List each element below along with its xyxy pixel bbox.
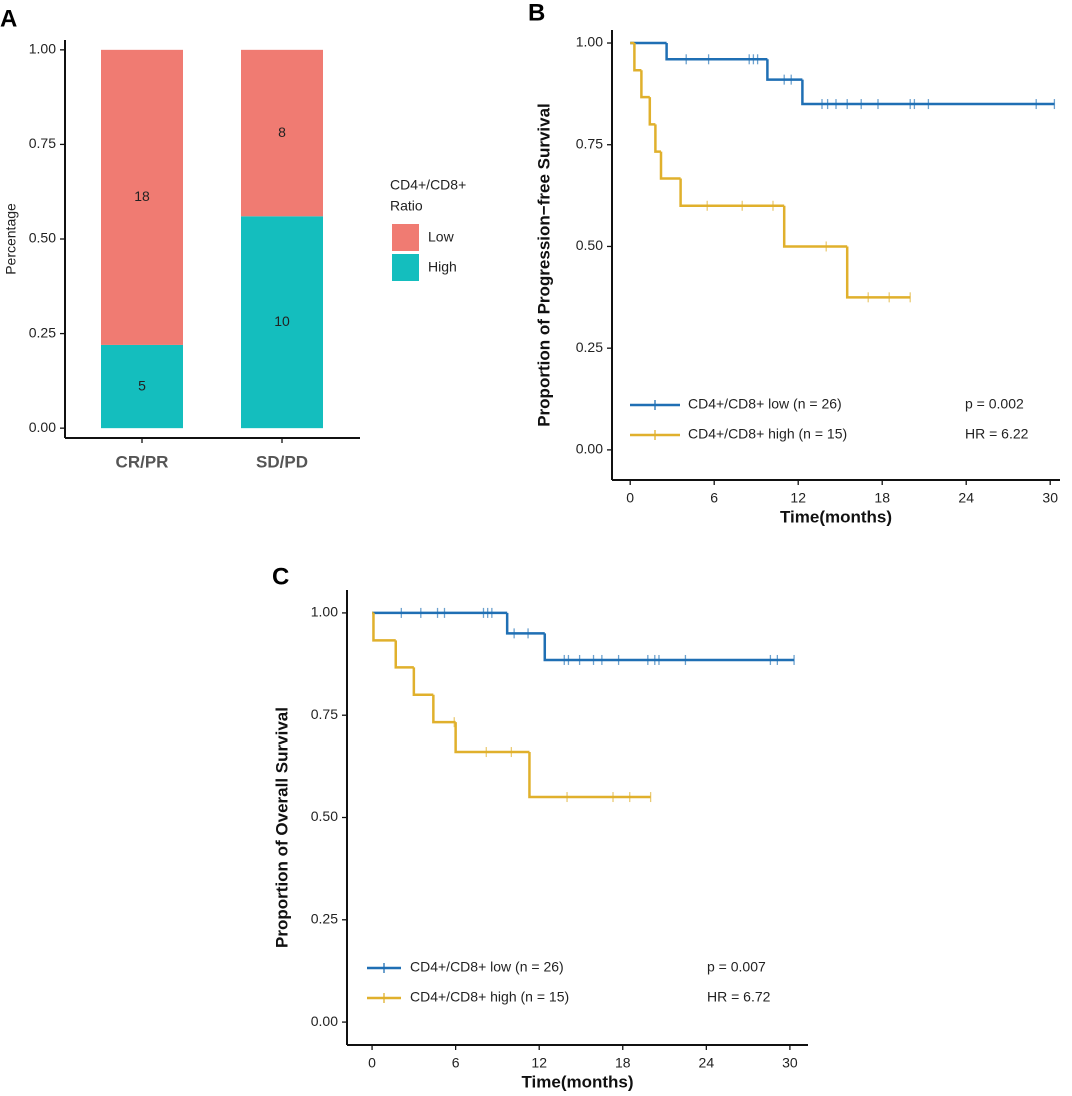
x-tick-label: 24 bbox=[699, 1055, 715, 1071]
count-label: 10 bbox=[274, 313, 290, 329]
survival-step bbox=[654, 124, 661, 153]
x-tick-label: 6 bbox=[710, 490, 718, 506]
survival-step bbox=[372, 612, 396, 642]
x-tick-label: SD/PD bbox=[256, 452, 308, 471]
survival-step bbox=[505, 612, 545, 635]
bar-segment bbox=[241, 49, 323, 217]
survival-step bbox=[633, 43, 642, 72]
survival-step bbox=[782, 205, 848, 248]
count-label: 18 bbox=[134, 188, 150, 204]
annotation: p = 0.007 bbox=[707, 959, 766, 975]
y-axis-label: Proportion of Overall Survival bbox=[272, 707, 291, 948]
x-tick-label: 12 bbox=[531, 1055, 547, 1071]
y-tick-label: 0.25 bbox=[311, 910, 338, 926]
survival-step bbox=[412, 667, 434, 696]
legend-swatch bbox=[392, 254, 419, 281]
y-tick-label: 0.00 bbox=[576, 441, 603, 457]
survival-step bbox=[801, 79, 1055, 106]
x-tick-label: 24 bbox=[958, 490, 974, 506]
legend-title: CD4+/CD8+ bbox=[390, 177, 466, 193]
x-tick-label: CR/PR bbox=[116, 452, 169, 471]
survival-step bbox=[528, 752, 651, 799]
x-tick-label: 30 bbox=[1042, 490, 1058, 506]
y-tick-label: 1.00 bbox=[311, 604, 338, 620]
legend-label: CD4+/CD8+ high (n = 15) bbox=[410, 989, 569, 1005]
survival-step bbox=[640, 70, 650, 99]
x-tick-label: 18 bbox=[615, 1055, 631, 1071]
annotation: HR = 6.22 bbox=[965, 426, 1029, 442]
y-axis-label: Percentage bbox=[3, 203, 19, 275]
survival-step bbox=[766, 59, 803, 81]
bar-segment bbox=[101, 344, 183, 429]
survival-step bbox=[665, 43, 768, 61]
legend-label: Low bbox=[428, 229, 455, 245]
legend-title: Ratio bbox=[390, 198, 423, 214]
y-tick-label: 1.00 bbox=[29, 41, 56, 57]
survival-step bbox=[648, 97, 656, 126]
panel-label: A bbox=[0, 5, 17, 32]
x-axis-label: Time(months) bbox=[521, 1072, 633, 1091]
y-tick-label: 0.25 bbox=[29, 324, 56, 340]
legend-label: CD4+/CD8+ low (n = 26) bbox=[688, 396, 842, 412]
panel-label: B bbox=[528, 0, 545, 26]
y-tick-label: 0.00 bbox=[311, 1013, 338, 1029]
y-tick-label: 0.75 bbox=[311, 706, 338, 722]
count-label: 5 bbox=[138, 377, 146, 393]
legend-label: High bbox=[428, 259, 457, 275]
x-tick-label: 6 bbox=[452, 1055, 460, 1071]
y-tick-label: 0.50 bbox=[29, 230, 56, 246]
legend-label: CD4+/CD8+ high (n = 15) bbox=[688, 426, 847, 442]
y-tick-label: 0.75 bbox=[576, 135, 603, 151]
x-tick-label: 18 bbox=[874, 490, 890, 506]
survival-step bbox=[679, 178, 785, 208]
bar-segment bbox=[101, 49, 183, 345]
y-tick-label: 0.50 bbox=[576, 237, 603, 253]
panel-label: C bbox=[272, 563, 289, 590]
survival-step bbox=[454, 722, 530, 754]
y-tick-label: 0.50 bbox=[311, 808, 338, 824]
annotation: p = 0.002 bbox=[965, 396, 1024, 412]
annotation: HR = 6.72 bbox=[707, 989, 771, 1005]
y-tick-label: 1.00 bbox=[576, 34, 603, 50]
legend-swatch bbox=[392, 224, 419, 251]
count-label: 8 bbox=[278, 124, 286, 140]
x-axis-label: Time(months) bbox=[780, 507, 892, 526]
y-tick-label: 0.75 bbox=[29, 135, 56, 151]
x-tick-label: 12 bbox=[790, 490, 806, 506]
x-tick-label: 0 bbox=[626, 490, 634, 506]
survival-step bbox=[394, 640, 414, 669]
survival-step bbox=[543, 633, 795, 662]
x-tick-label: 30 bbox=[782, 1055, 798, 1071]
y-tick-label: 0.00 bbox=[29, 419, 56, 435]
bar-segment bbox=[241, 216, 323, 429]
y-tick-label: 0.25 bbox=[576, 339, 603, 355]
survival-step bbox=[659, 151, 681, 180]
x-tick-label: 0 bbox=[368, 1055, 376, 1071]
survival-step bbox=[845, 246, 911, 299]
survival-step bbox=[432, 694, 456, 724]
y-axis-label: Proportion of Progression−free Survival bbox=[534, 103, 553, 427]
legend-label: CD4+/CD8+ low (n = 26) bbox=[410, 959, 564, 975]
